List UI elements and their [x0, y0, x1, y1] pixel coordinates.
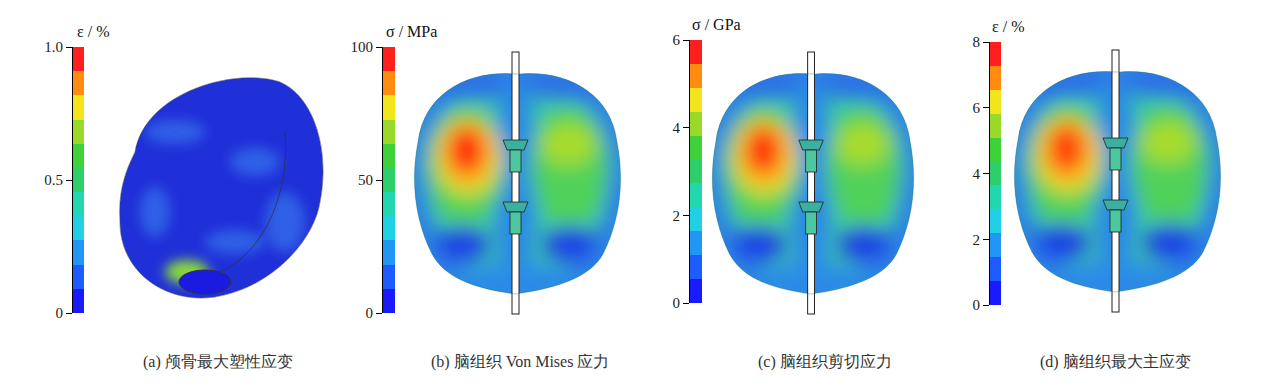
svg-text:(b) 脑组织 Von Mises 应力: (b) 脑组织 Von Mises 应力: [431, 353, 609, 371]
svg-text:6: 6: [973, 100, 981, 116]
svg-text:50: 50: [358, 172, 373, 188]
svg-text:1.0: 1.0: [44, 39, 63, 55]
svg-text:ε / %: ε / %: [77, 23, 110, 40]
svg-text:(c) 脑组织剪切应力: (c) 脑组织剪切应力: [758, 353, 892, 371]
svg-text:4: 4: [673, 120, 681, 136]
svg-text:4: 4: [973, 166, 981, 182]
svg-text:0: 0: [366, 305, 374, 321]
svg-text:2: 2: [973, 232, 981, 248]
svg-text:0: 0: [973, 297, 981, 313]
svg-text:6: 6: [673, 32, 681, 48]
svg-text:σ / MPa: σ / MPa: [386, 23, 437, 40]
svg-text:0: 0: [56, 305, 64, 321]
svg-text:0.5: 0.5: [44, 172, 63, 188]
svg-text:0: 0: [673, 295, 681, 311]
svg-text:(d) 脑组织最大主应变: (d) 脑组织最大主应变: [1040, 353, 1191, 371]
svg-text:σ / GPa: σ / GPa: [692, 16, 741, 33]
svg-text:8: 8: [973, 34, 981, 50]
svg-text:ε / %: ε / %: [992, 18, 1025, 35]
svg-text:100: 100: [351, 39, 374, 55]
svg-text:(a) 颅骨最大塑性应变: (a) 颅骨最大塑性应变: [143, 353, 293, 371]
svg-text:2: 2: [673, 208, 681, 224]
